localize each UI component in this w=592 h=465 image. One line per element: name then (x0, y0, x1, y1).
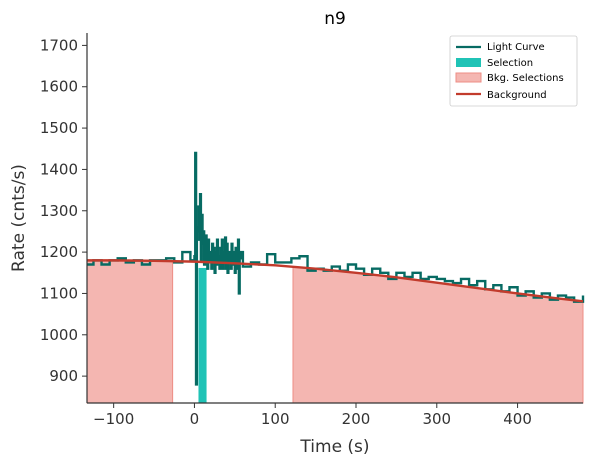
selection-region (198, 267, 207, 403)
x-axis-label: Time (s) (299, 437, 369, 457)
y-tick-label: 1000 (40, 326, 78, 344)
legend-label-bkg-selections: Bkg. Selections (487, 73, 564, 84)
x-tick-label: 200 (342, 410, 371, 428)
y-ticks: 900 1000 1100 1200 1300 1400 1500 1600 1700 (40, 36, 87, 385)
x-tick-label: 100 (261, 410, 290, 428)
x-tick-label: −100 (93, 410, 134, 428)
x-ticks: −100 0 100 200 300 400 (93, 403, 532, 428)
y-tick-label: 1200 (40, 243, 78, 261)
y-tick-label: 1400 (40, 160, 78, 178)
x-tick-label: 400 (503, 410, 532, 428)
y-tick-label: 1600 (40, 78, 78, 96)
legend-swatch-selection (456, 58, 481, 67)
source-selection-region (198, 267, 207, 403)
light-curve-series (87, 151, 585, 386)
background-fit-series (87, 259, 584, 303)
legend-label-selection: Selection (487, 58, 533, 69)
background-selection-regions (86, 259, 584, 404)
y-axis-label: Rate (cnts/s) (9, 164, 29, 272)
bkg-selection-region-1 (292, 266, 584, 404)
legend-box (449, 35, 578, 107)
legend: Light Curve Selection Bkg. Selections Ba… (449, 35, 578, 107)
background-fit-line (87, 259, 584, 303)
x-tick-label: 0 (190, 410, 200, 428)
x-tick-label: 300 (422, 410, 451, 428)
y-tick-label: 900 (49, 367, 78, 385)
legend-swatch-bkg-selections (455, 72, 482, 83)
legend-label-background: Background (487, 90, 547, 101)
y-tick-label: 1500 (40, 119, 78, 137)
axes (86, 33, 583, 404)
bkg-selection-region-0 (86, 259, 174, 404)
y-tick-label: 1300 (40, 202, 78, 220)
y-tick-label: 1100 (40, 284, 78, 302)
legend-label-light-curve: Light Curve (487, 42, 545, 53)
light-curve-line (87, 151, 585, 386)
chart-title: n9 (324, 9, 346, 29)
y-tick-label: 1700 (40, 36, 78, 54)
